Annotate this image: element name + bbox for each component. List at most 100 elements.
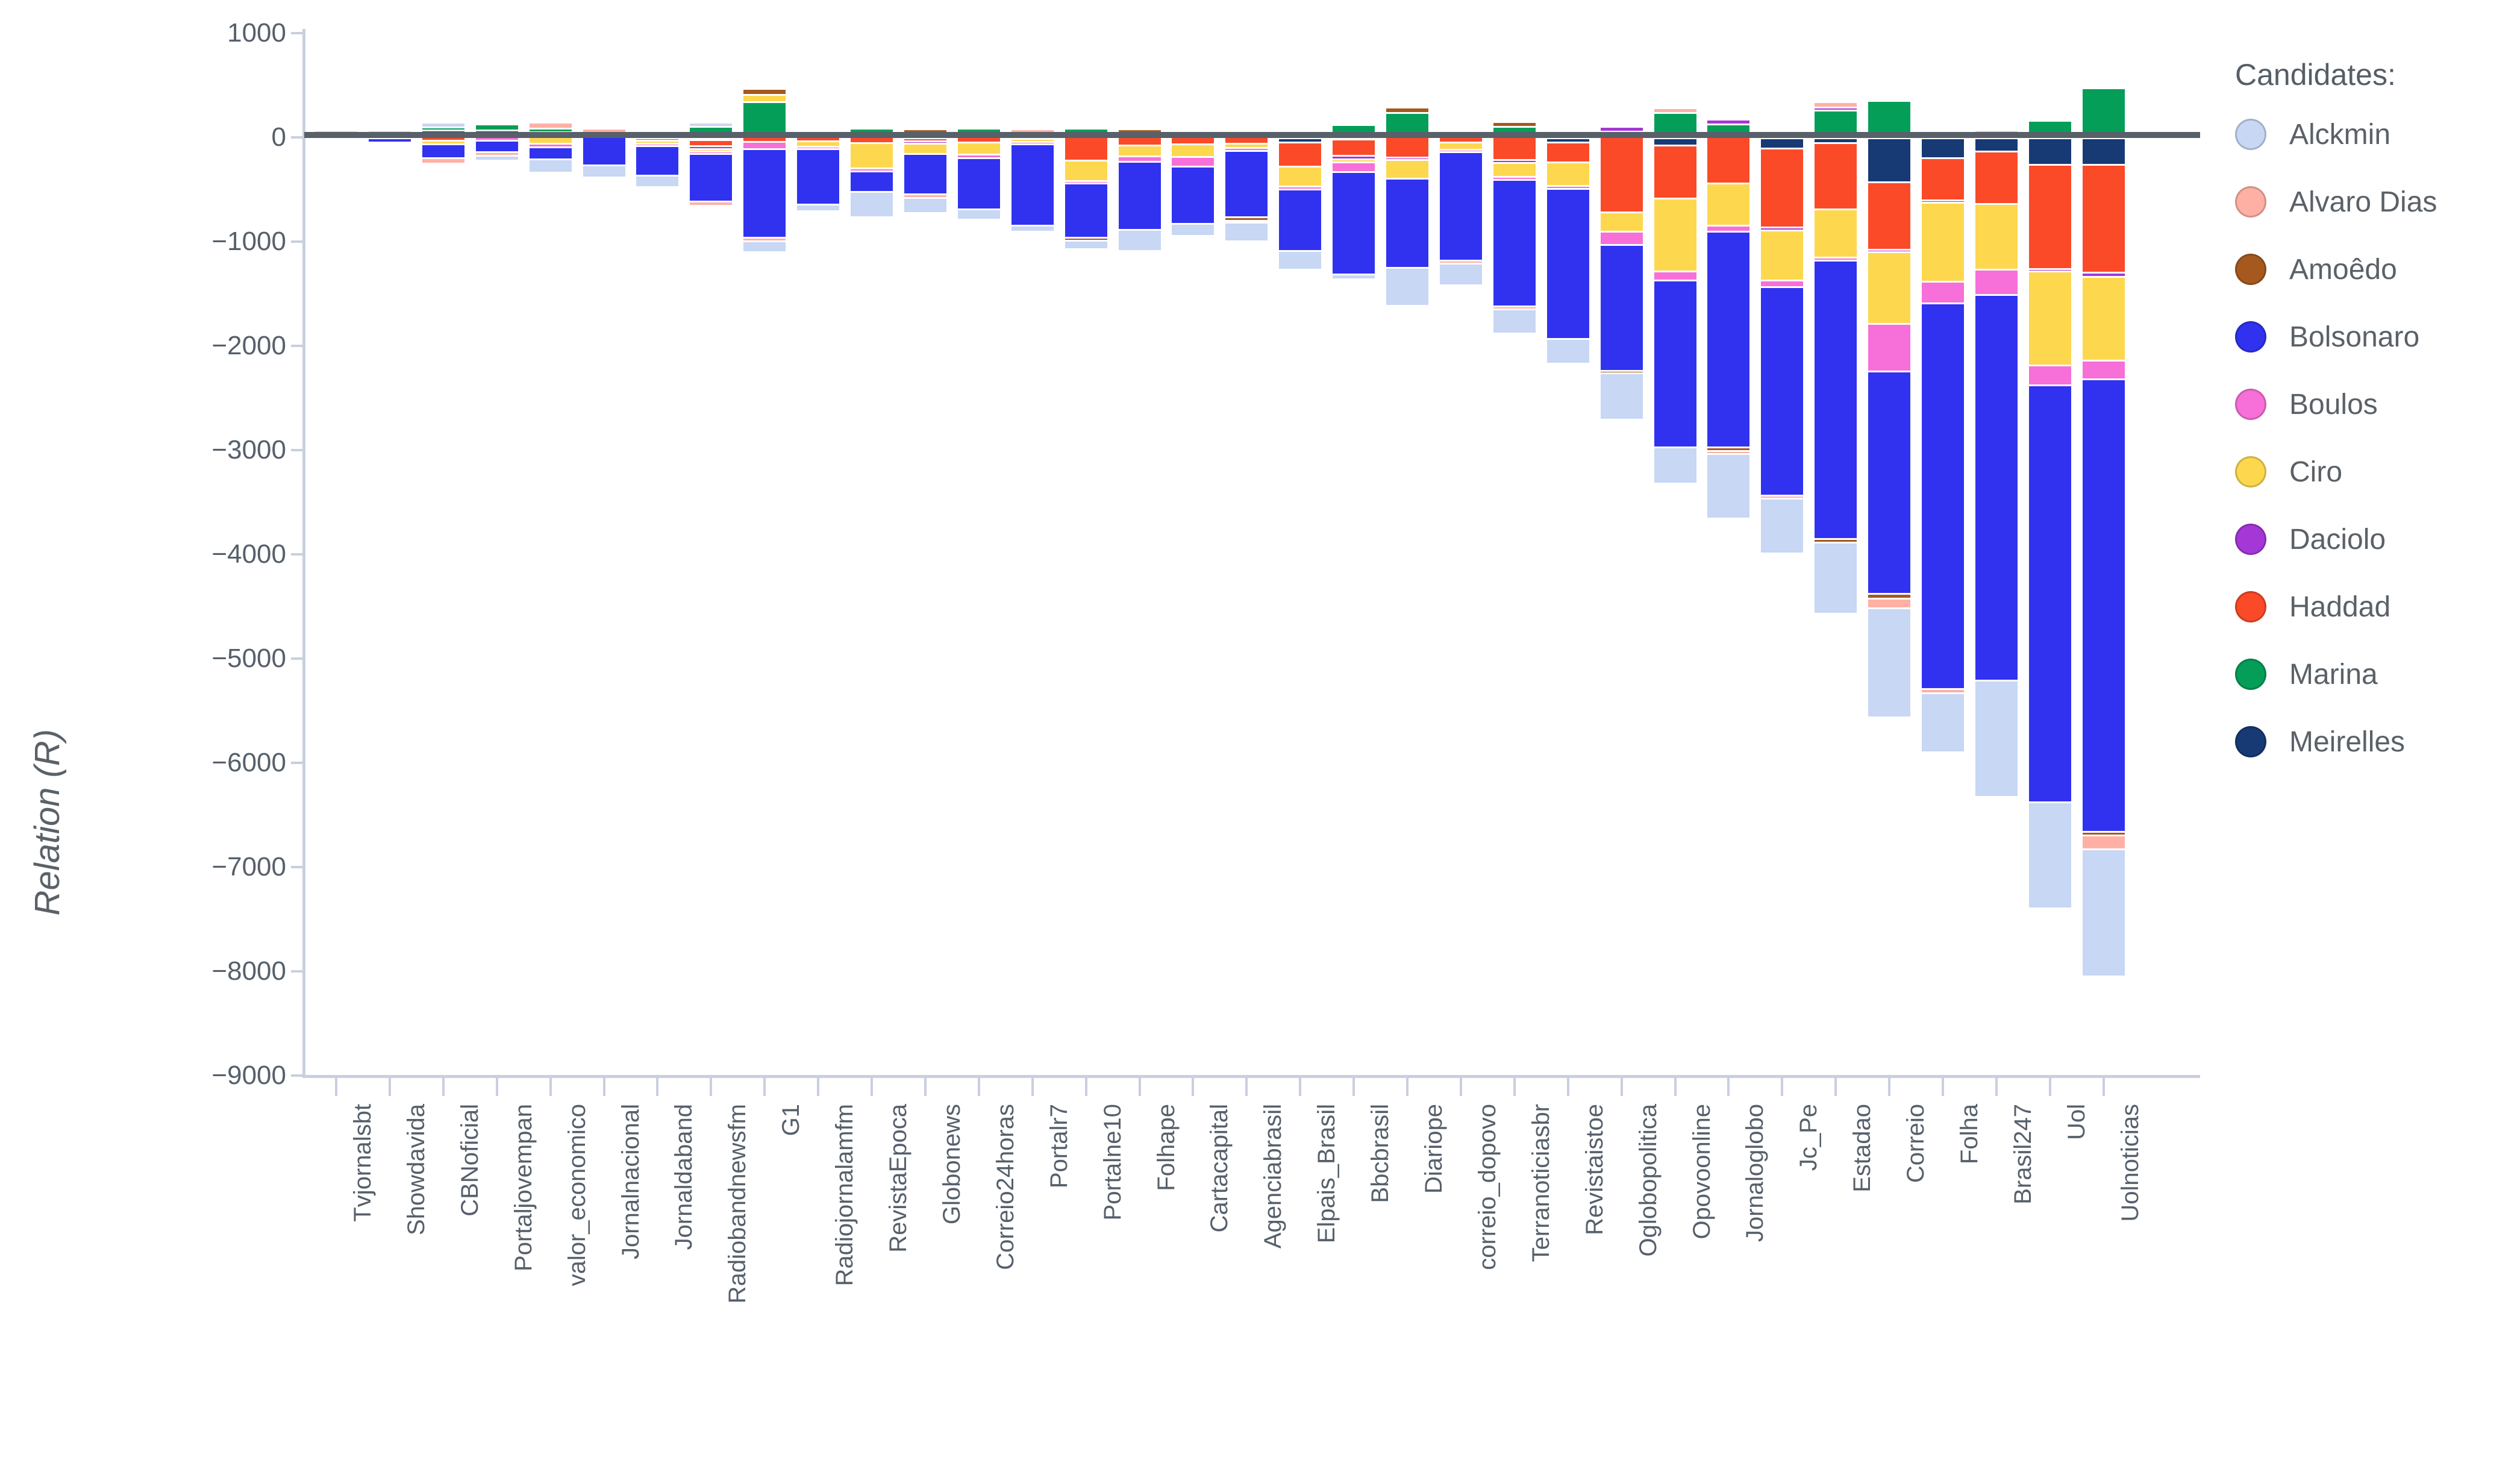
- bar-segment: [1813, 208, 1859, 260]
- bar-segment: [1331, 139, 1377, 158]
- legend-item-alvaro-dias[interactable]: Alvaro Dias: [2235, 184, 2518, 220]
- bar-segment: [1116, 155, 1163, 164]
- bar-segment: [1545, 142, 1591, 166]
- y-axis-title: Relation (R): [28, 729, 67, 916]
- bar-segment: [1331, 171, 1377, 278]
- legend-item-ciro[interactable]: Ciro: [2235, 454, 2518, 490]
- bar-segment: [2080, 830, 2127, 839]
- bar-segment: [2027, 163, 2073, 272]
- y-axis-spine: [302, 29, 305, 1077]
- bar-segment: [1813, 537, 1859, 545]
- bar-segment: [1009, 135, 1055, 142]
- bar-segment: [1652, 144, 1698, 201]
- y-tick-label: −3000: [211, 435, 286, 465]
- bar-segment: [1491, 121, 1537, 128]
- x-tick-mark: [1781, 1078, 1784, 1096]
- y-tick-label: −2000: [211, 331, 286, 360]
- bar-segment: [742, 236, 788, 244]
- x-tick-mark: [388, 1078, 391, 1096]
- bar-segment: [527, 125, 574, 134]
- bar-segment: [1866, 248, 1913, 255]
- bar-segment: [2080, 136, 2127, 168]
- y-tick-label: −8000: [211, 956, 286, 986]
- bar-segment: [1170, 223, 1216, 237]
- bar-segment: [1706, 136, 1752, 186]
- bar-segment: [1706, 446, 1752, 454]
- bar-segment: [1866, 251, 1913, 327]
- bar-segment: [2027, 268, 2073, 275]
- bar-segment: [1063, 236, 1109, 244]
- bar-segment: [1224, 147, 1270, 154]
- bar-segment: [1759, 136, 1806, 151]
- x-tick-mark: [1834, 1078, 1837, 1096]
- bar-segment: [2080, 163, 2127, 275]
- x-axis-label: Cartacapital: [1206, 1104, 1233, 1233]
- bar-segment: [1545, 161, 1591, 189]
- legend-item-meirelles[interactable]: Meirelles: [2235, 724, 2518, 760]
- x-tick-mark: [1138, 1078, 1141, 1096]
- x-axis-spine: [302, 1075, 2200, 1078]
- bar-segment: [688, 148, 734, 155]
- x-axis-label: Elpais_Brasil: [1313, 1104, 1340, 1244]
- x-axis-label: Uol: [2063, 1104, 2090, 1141]
- x-tick-mark: [1192, 1078, 1195, 1096]
- bar-segment: [1973, 293, 2019, 684]
- x-tick-mark: [1406, 1078, 1409, 1096]
- bar-segment: [1973, 680, 2019, 798]
- bar-segment: [2027, 384, 2073, 805]
- x-tick-mark: [817, 1078, 820, 1096]
- legend-item-bolsonaro[interactable]: Bolsonaro: [2235, 319, 2518, 355]
- y-tick-label: −4000: [211, 539, 286, 569]
- bar-segment: [902, 193, 948, 201]
- bar-segment: [1116, 136, 1163, 148]
- y-tick-mark: [291, 240, 304, 243]
- bar-segment: [634, 174, 681, 189]
- bar-segment: [420, 139, 466, 147]
- bar-segment: [1866, 181, 1913, 252]
- x-tick-mark: [1942, 1078, 1944, 1096]
- x-axis-label: Portalne10: [1099, 1104, 1126, 1221]
- bar-segment: [1652, 107, 1698, 114]
- y-tick-label: −1000: [211, 227, 286, 256]
- legend-item-boulos[interactable]: Boulos: [2235, 386, 2518, 422]
- legend-label: Amoêdo: [2289, 253, 2397, 286]
- legend-item-daciolo[interactable]: Daciolo: [2235, 521, 2518, 557]
- x-tick-mark: [1352, 1078, 1355, 1096]
- bar-segment: [1920, 199, 1966, 205]
- bar-segment: [1920, 201, 1966, 284]
- bar-segment: [1437, 135, 1484, 146]
- bar-segment: [1759, 494, 1806, 502]
- legend-item-alckmin[interactable]: Alckmin: [2235, 116, 2518, 152]
- bar-segment: [688, 150, 734, 157]
- legend-swatch-icon: [2235, 321, 2266, 352]
- x-tick-mark: [977, 1078, 980, 1096]
- bar-segment: [795, 145, 842, 152]
- y-tick-label: 0: [271, 122, 286, 152]
- bar-segment: [688, 139, 734, 149]
- bar-segment: [1437, 148, 1484, 155]
- bar-segment: [1384, 159, 1430, 181]
- bar-segment: [2080, 835, 2127, 853]
- legend-label: Alckmin: [2289, 118, 2391, 151]
- legend-item-marina[interactable]: Marina: [2235, 656, 2518, 692]
- bar-segment: [1706, 453, 1752, 519]
- bar-segment: [527, 146, 574, 163]
- legend-item-amo-do[interactable]: Amoêdo: [2235, 251, 2518, 287]
- legend-swatch-icon: [2235, 254, 2266, 285]
- bar-segment: [1224, 143, 1270, 151]
- bar-segment: [1116, 128, 1163, 135]
- bar-segment: [1063, 136, 1109, 163]
- x-tick-mark: [442, 1078, 445, 1096]
- y-tick-label: −5000: [211, 644, 286, 673]
- bar-segment: [955, 154, 1002, 161]
- bar-segment: [849, 142, 895, 171]
- bar-segment: [1973, 268, 2019, 298]
- bar-segment: [742, 92, 788, 104]
- bar-segment: [1866, 371, 1913, 597]
- bar-segment: [1224, 135, 1270, 147]
- y-tick-mark: [291, 970, 304, 973]
- legend-item-haddad[interactable]: Haddad: [2235, 589, 2518, 625]
- bar-segment: [902, 142, 948, 157]
- bar-segment: [795, 135, 842, 145]
